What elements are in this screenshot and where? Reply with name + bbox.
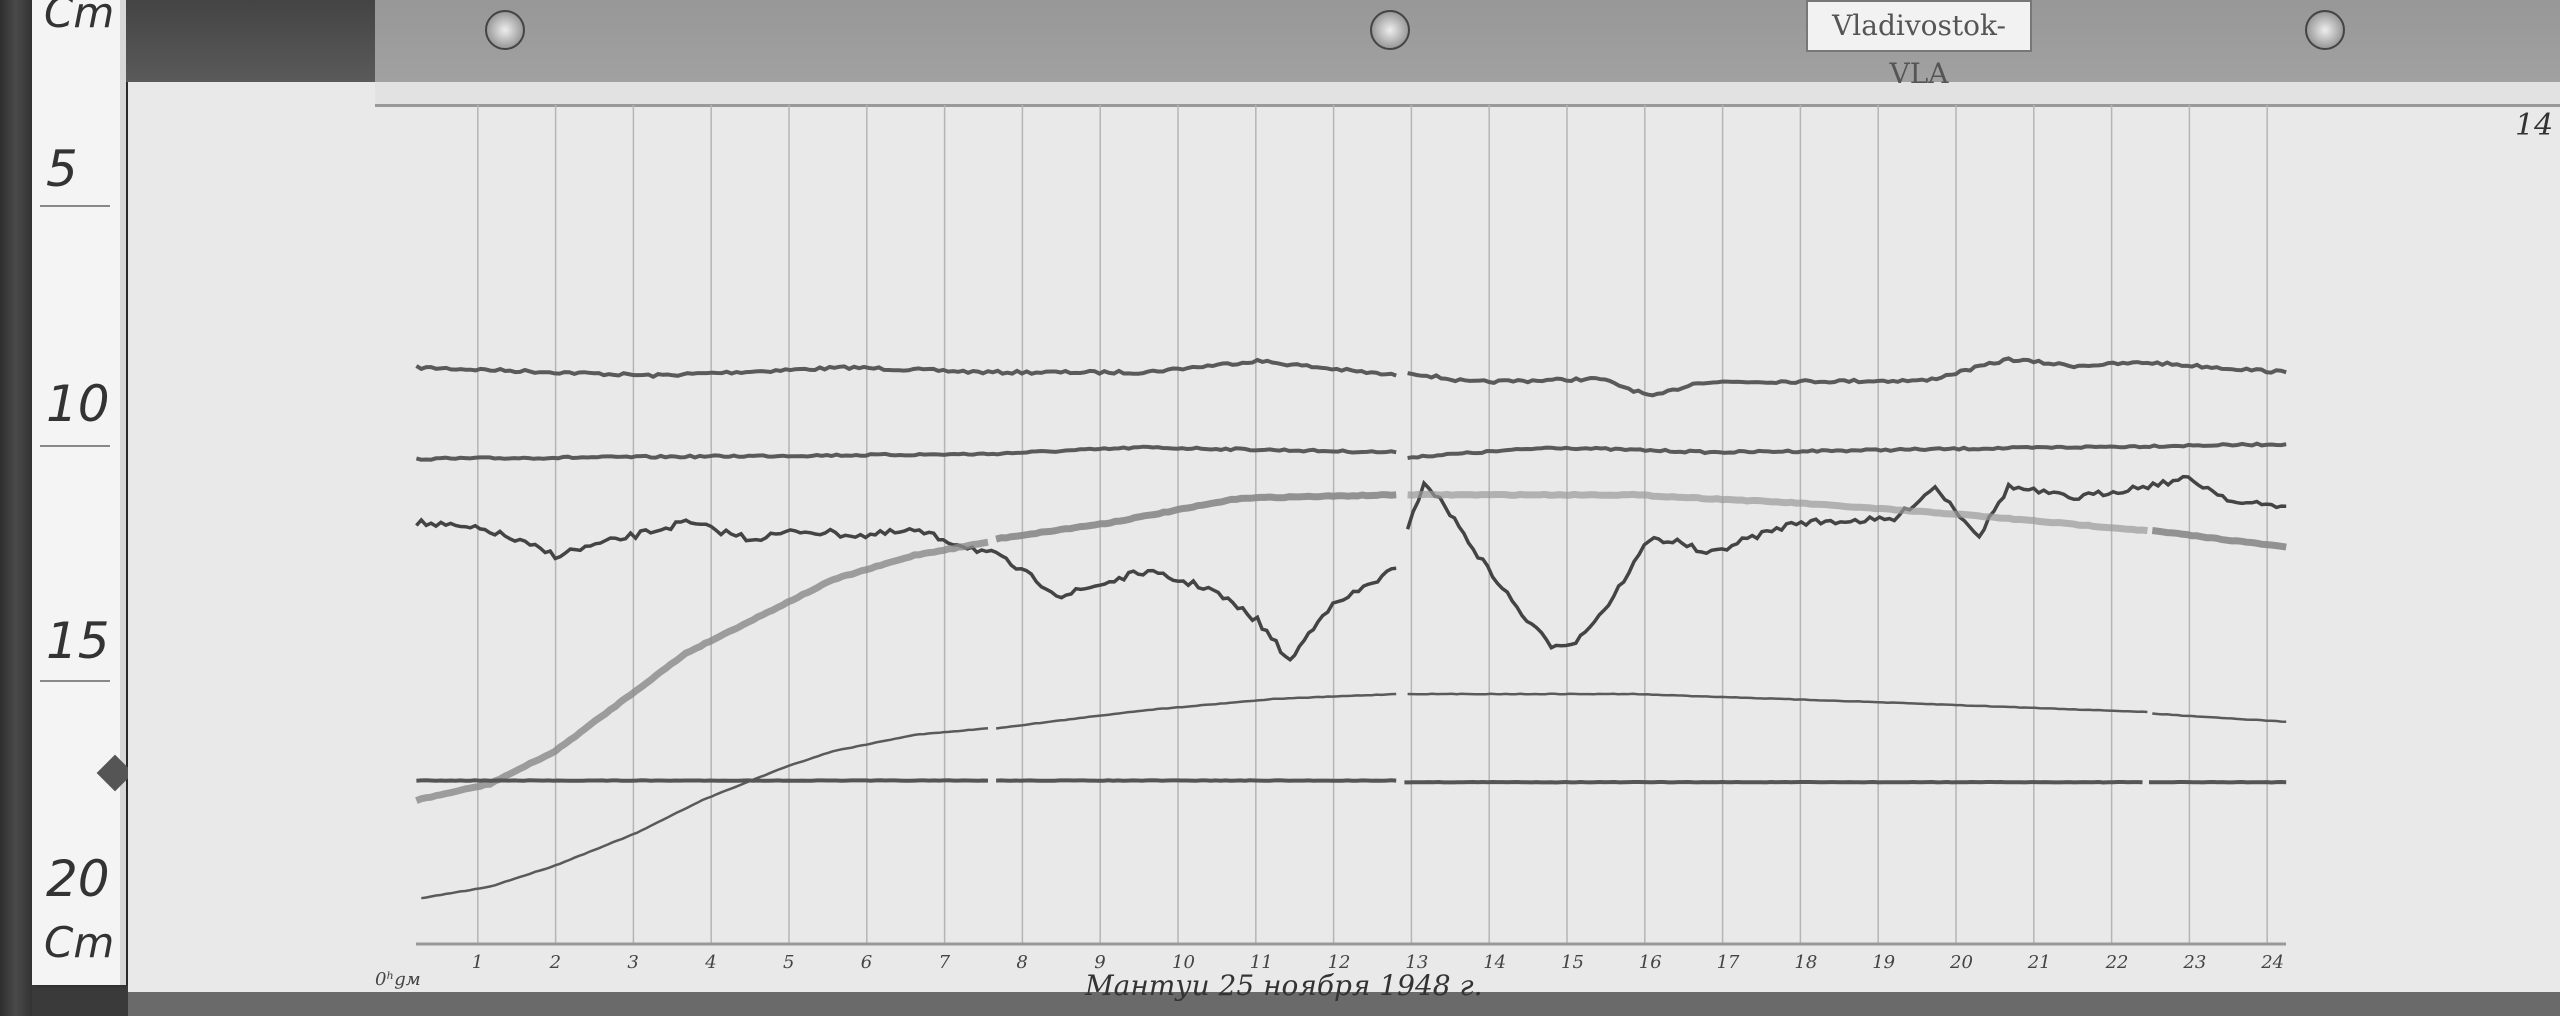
hour-tick-label: 20	[1949, 952, 1973, 973]
hour-tick-label: 24	[2260, 952, 2284, 973]
sheet-number: 14	[2515, 108, 2553, 143]
hour-tick-label: 7	[939, 952, 951, 973]
hour-tick-label: 16	[1639, 952, 1662, 973]
hour-tick-label: 10	[1172, 952, 1195, 973]
ruler-mark	[40, 205, 110, 207]
hour-tick-label: 18	[1794, 952, 1817, 973]
trace-upper	[1407, 356, 2287, 398]
trace-second	[1407, 441, 2287, 460]
trace-declination	[415, 517, 1397, 662]
trace-thin-lower	[421, 727, 989, 900]
sheet-caption: Мантуи 25 ноября 1948 г.	[1084, 969, 1483, 1002]
hour-tick-label: 17	[1717, 952, 1740, 973]
hour-tick-label: 13	[1405, 952, 1428, 973]
hour-tick-label: 8	[1016, 952, 1027, 973]
trace-thin-lower	[995, 692, 1397, 730]
hour-tick-label: 14	[1483, 952, 1506, 973]
trace-declination	[1405, 474, 2287, 650]
trace-baseline	[996, 778, 1397, 783]
cm-ruler: Cm 5 10 15 20 Cm	[32, 0, 134, 985]
ruler-mark	[40, 680, 110, 682]
trace-thin-lower	[2152, 712, 2287, 724]
ruler-unit-bottom: Cm	[44, 918, 115, 967]
screw-icon	[2305, 10, 2345, 50]
station-label: Vladivostok-VLA	[1806, 0, 2032, 90]
trace-baseline	[416, 778, 989, 783]
screw-icon	[1370, 10, 1410, 50]
ruler-num-20: 20	[46, 850, 110, 908]
ruler-unit-top: Cm	[44, 0, 115, 37]
trace-smooth-thick	[1407, 490, 2148, 535]
hour-tick-label: 5	[783, 952, 794, 973]
hour-tick-label: 22	[2105, 952, 2129, 973]
hour-tick-label: 1	[472, 952, 483, 973]
trace-second	[415, 444, 1397, 462]
hour-tick-label: 12	[1328, 952, 1351, 973]
ruler-num-5: 5	[46, 140, 78, 198]
hour-tick-label: 3	[627, 952, 638, 973]
trace-upper	[415, 357, 1397, 380]
hour-tick-label: 6	[861, 952, 872, 973]
trace-baseline	[2148, 779, 2287, 785]
ruler-num-15: 15	[46, 612, 110, 670]
magnetogram-sheet	[128, 82, 2560, 994]
trace-smooth-thick	[995, 491, 1397, 543]
hour-tick-label: 19	[1872, 952, 1895, 973]
wooden-frame	[0, 0, 32, 1016]
hour-tick-label: 9	[1094, 952, 1105, 973]
ruler-num-10: 10	[46, 375, 110, 433]
trace-thin-lower	[1407, 692, 2148, 714]
hour-tick-label: 23	[2182, 952, 2206, 973]
hour-tick-label: 4	[704, 952, 716, 973]
hour-axis-start-label: 0ʰgм	[375, 969, 421, 990]
screw-icon	[485, 10, 525, 50]
hour-tick-label: 15	[1561, 952, 1584, 973]
hour-tick-label: 11	[1250, 952, 1273, 973]
trace-smooth-thick	[2151, 527, 2287, 551]
ruler-mark	[40, 445, 110, 447]
hour-tick-label: 2	[549, 952, 561, 973]
trace-baseline	[1404, 779, 2143, 785]
clear-holder-strip	[375, 0, 2560, 107]
hour-tick-label: 21	[2027, 952, 2051, 973]
trace-smooth-thick	[415, 538, 989, 804]
bottom-frame	[128, 992, 2560, 1016]
